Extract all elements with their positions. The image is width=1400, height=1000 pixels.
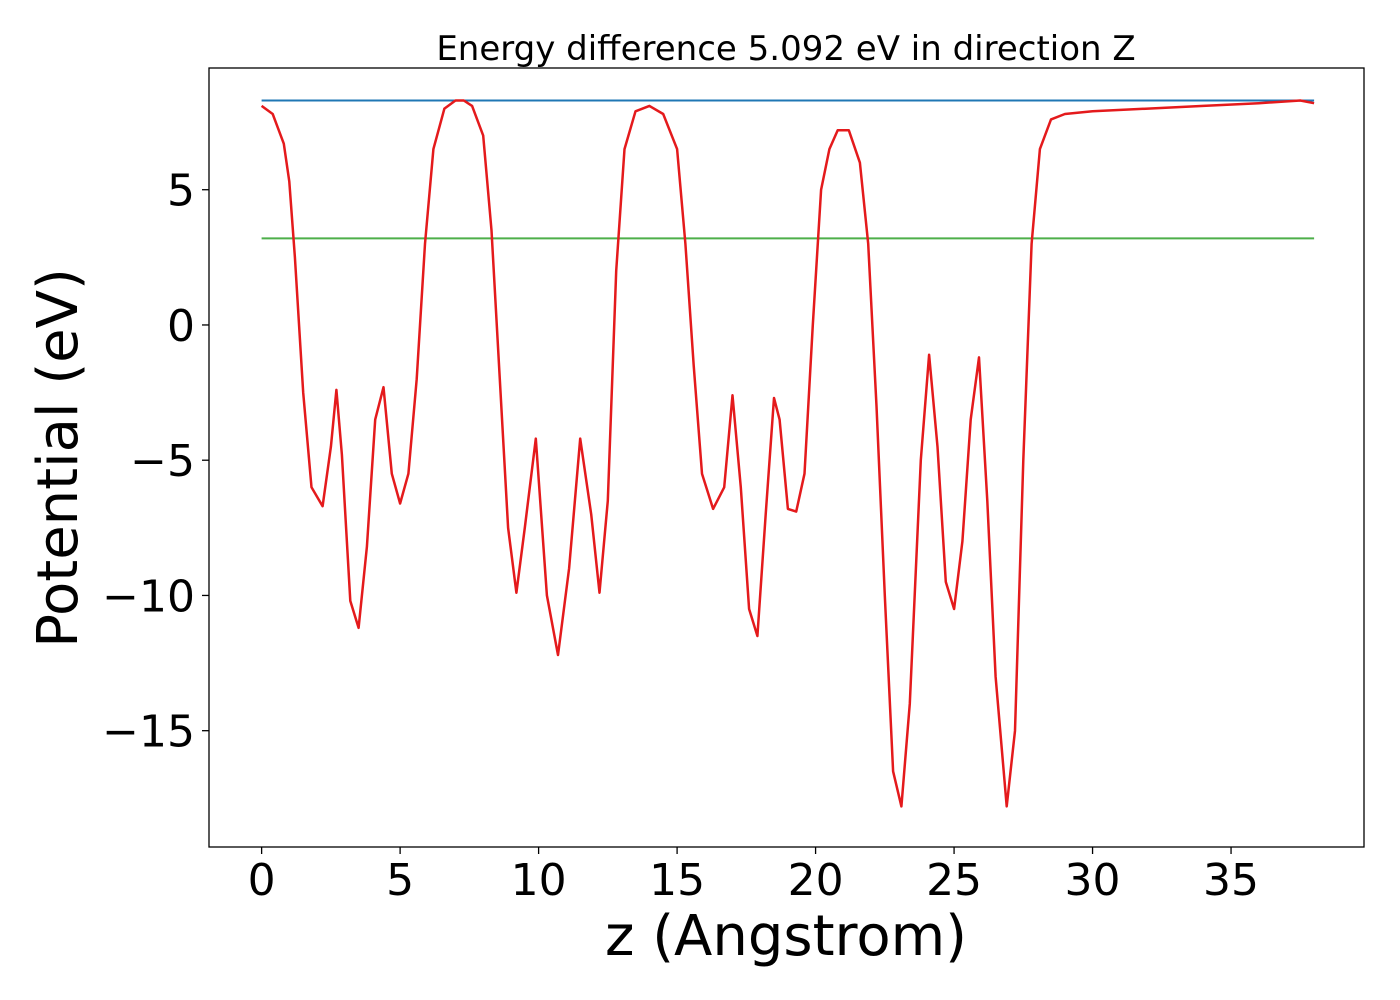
x-tick-label: 25	[926, 855, 982, 906]
x-tick-label: 15	[649, 855, 705, 906]
y-axis-label: Potential (eV)	[26, 268, 91, 648]
y-tick-label: −5	[130, 436, 195, 487]
x-tick-label: 30	[1065, 855, 1121, 906]
plot-frame	[208, 67, 1365, 848]
series-line-planar-average-potential	[260, 99, 1315, 808]
x-tick-label: 5	[386, 855, 414, 906]
y-tick-label: 0	[167, 301, 195, 352]
x-tick-label: 10	[511, 855, 567, 906]
y-tick-label: −15	[102, 707, 195, 758]
x-tick-label: 35	[1203, 855, 1259, 906]
x-axis-label: z (Angstrom)	[605, 904, 967, 969]
y-tick-label: −10	[102, 571, 195, 622]
plot-area	[260, 99, 1315, 808]
chart-title: Energy difference 5.092 eV in direction …	[436, 29, 1135, 69]
x-tick-label: 0	[248, 855, 276, 906]
x-tick-label: 20	[788, 855, 844, 906]
y-tick-label: 5	[167, 166, 195, 217]
x-axis: 0 5 10 15 20 25 30 35	[248, 847, 1259, 906]
y-axis: 5 0 −5 −10 −15	[102, 166, 209, 758]
